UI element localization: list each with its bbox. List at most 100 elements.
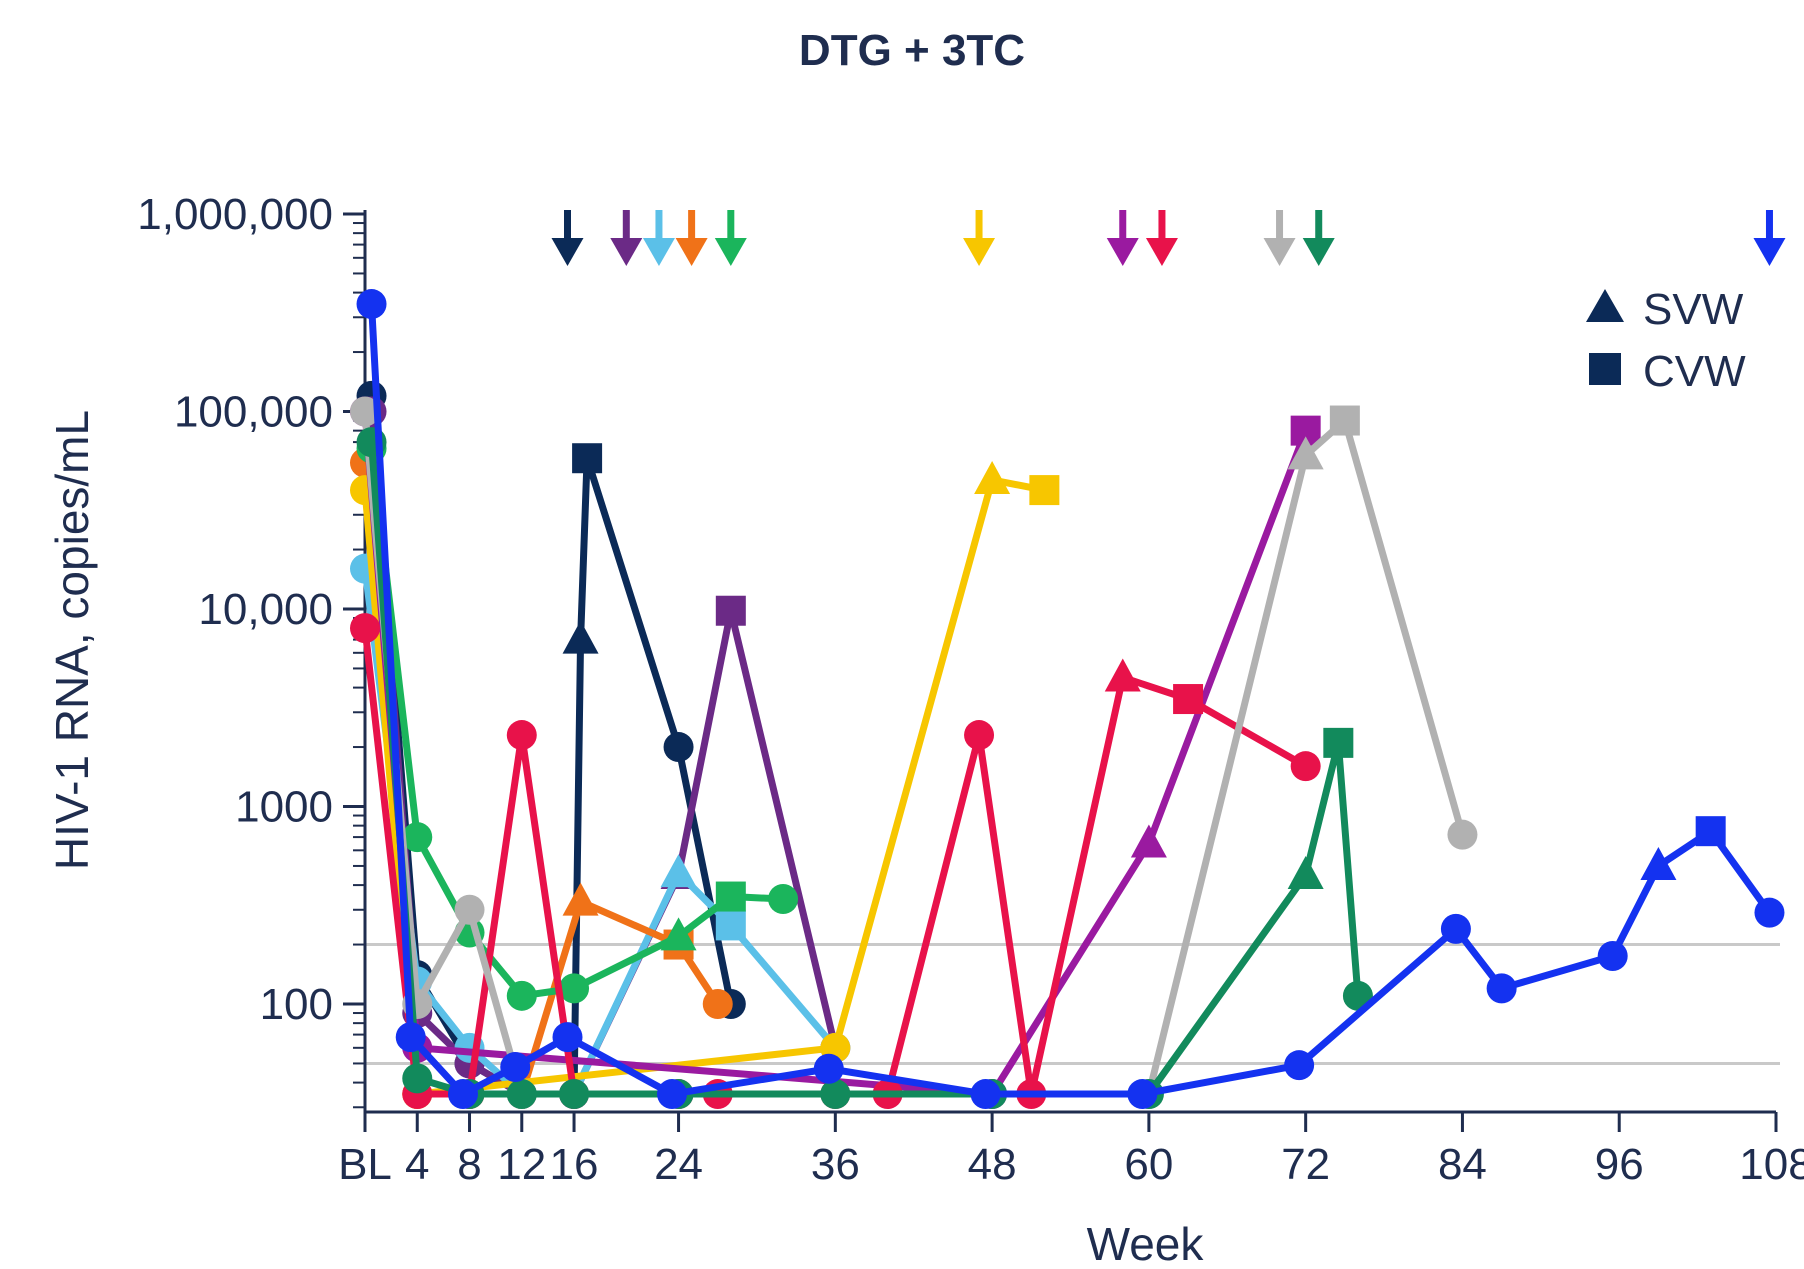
y-tick-label: 10,000 (198, 585, 333, 634)
arrow-head (1145, 238, 1178, 266)
data-point-square (715, 595, 746, 626)
data-point-circle (964, 720, 995, 751)
data-point-circle (350, 396, 380, 427)
data-point-circle (1284, 1050, 1315, 1081)
data-point-square (715, 881, 746, 912)
arrow-down-icon (551, 210, 584, 266)
arrow-down-icon (675, 210, 708, 266)
data-point-triangle (562, 620, 599, 654)
data-point-circle (820, 1079, 851, 1110)
legend-label-cvw: CVW (1643, 347, 1746, 396)
x-tick-label: 4 (405, 1140, 429, 1189)
data-point-circle (402, 1063, 433, 1094)
y-axis-label: HIV-1 RNA, copies/mL (46, 410, 98, 870)
legend-triangle-marker (1586, 289, 1624, 322)
x-axis-label: Week (1087, 1218, 1205, 1269)
data-point-circle (1290, 751, 1321, 782)
legend-label-svw: SVW (1643, 285, 1744, 334)
x-tick-label: 16 (550, 1140, 599, 1189)
arrow-down-icon (714, 210, 747, 266)
data-point-circle (768, 884, 799, 915)
arrow-down-icon (1753, 210, 1786, 266)
x-tick-label: 12 (497, 1140, 546, 1189)
x-tick-label: 8 (457, 1140, 481, 1189)
arrow-head (714, 238, 747, 266)
data-point-circle (506, 720, 537, 751)
data-point-circle (1447, 819, 1478, 850)
series-line (361, 408, 1310, 1098)
data-point-circle (447, 1079, 478, 1110)
data-point-circle (500, 1051, 531, 1082)
data-point-square (1695, 816, 1726, 847)
data-point-circle (970, 1079, 1001, 1110)
arrow-head (675, 238, 708, 266)
legend: SVW CVW (1586, 285, 1746, 396)
data-point-circle (356, 289, 387, 320)
arrow-down-icon (642, 210, 675, 266)
data-point-circle (559, 973, 590, 1004)
arrow-down-icon (1145, 210, 1178, 266)
x-tick-label: 72 (1281, 1140, 1330, 1189)
data-point-circle (1754, 897, 1785, 928)
data-point-triangle (1104, 658, 1141, 692)
series-5 (350, 460, 1060, 1110)
data-point-square (715, 910, 746, 941)
y-tick-label: 1,000,000 (137, 190, 333, 239)
arrow-down-icon (610, 210, 643, 266)
arrow-head (642, 238, 675, 266)
data-point-circle (813, 1053, 844, 1084)
data-point-circle (454, 894, 485, 925)
data-point-triangle (660, 854, 697, 888)
data-point-circle (1597, 941, 1628, 971)
x-tick-label: 36 (811, 1140, 860, 1189)
data-point-square (1029, 475, 1060, 506)
y-tick-label: 100,000 (174, 388, 333, 437)
arrow-head (1106, 238, 1139, 266)
arrow-head (610, 238, 643, 266)
x-tick-label: 60 (1124, 1140, 1173, 1189)
x-tick-label: BL (338, 1140, 392, 1189)
arrow-head (1753, 238, 1786, 266)
data-point-circle (350, 613, 380, 644)
x-tick-label: 84 (1438, 1140, 1487, 1189)
data-point-circle (1486, 973, 1517, 1004)
data-point-square (1323, 727, 1354, 758)
data-point-triangle (1640, 846, 1677, 880)
data-point-triangle (562, 882, 599, 916)
data-point-circle (506, 980, 537, 1011)
discontinuation-arrows (551, 210, 1786, 266)
arrow-head (963, 238, 996, 266)
data-point-circle (552, 1022, 583, 1053)
series-10 (356, 289, 1785, 1110)
legend-square-marker (1589, 353, 1621, 385)
data-point-circle (702, 989, 733, 1019)
series-layer (350, 289, 1785, 1110)
series-line (361, 565, 839, 1098)
data-point-square (1329, 405, 1360, 436)
x-tick-label: 96 (1595, 1140, 1644, 1189)
x-tick-label: 108 (1739, 1140, 1804, 1189)
arrow-down-icon (1106, 210, 1139, 266)
arrow-down-icon (963, 210, 996, 266)
data-point-triangle (660, 917, 697, 951)
y-tick-label: 100 (260, 980, 333, 1029)
series-9 (356, 427, 1373, 1110)
data-point-circle (1440, 913, 1471, 944)
data-point-circle (402, 822, 433, 853)
x-tick-label: 24 (654, 1140, 703, 1189)
data-point-circle (559, 1079, 590, 1110)
x-tick-label: 48 (968, 1140, 1017, 1189)
data-point-triangle (1287, 855, 1324, 889)
series-line (368, 300, 1773, 1098)
chart-title: DTG + 3TC (799, 26, 1025, 75)
data-point-square (572, 443, 603, 474)
data-point-circle (1127, 1079, 1158, 1110)
data-point-circle (657, 1079, 688, 1110)
y-tick-label: 1000 (235, 783, 333, 832)
arrow-head (551, 238, 584, 266)
arrow-down-icon (1263, 210, 1296, 266)
data-point-circle (506, 1079, 537, 1110)
arrow-head (1263, 238, 1296, 266)
data-point-circle (395, 1022, 426, 1053)
